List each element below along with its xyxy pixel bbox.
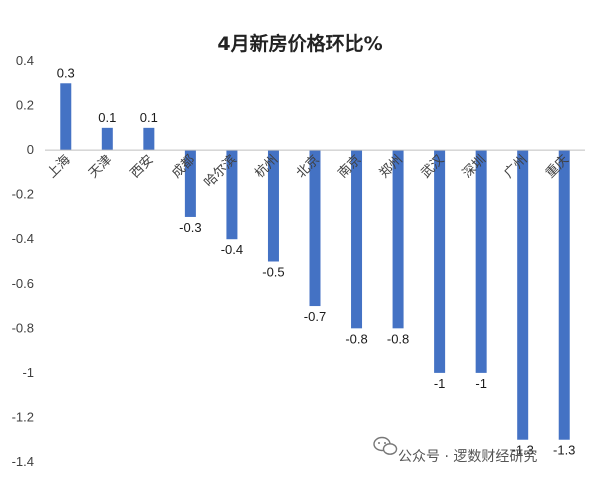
data-label: -0.8 <box>387 331 409 346</box>
y-tick-label: -0.6 <box>12 276 34 291</box>
bars <box>60 83 570 440</box>
x-category-label: 上海 <box>45 152 74 181</box>
bar <box>434 150 446 373</box>
y-tick-label: 0.2 <box>16 98 34 113</box>
bar <box>351 150 363 329</box>
data-label: -1 <box>434 376 446 391</box>
bar <box>558 150 570 440</box>
y-tick-label: -0.8 <box>12 320 34 335</box>
y-axis-ticks: 0.4 0.2 0 -0.2 -0.4 -0.6 -0.8 -1 -1.2 -1.4 <box>12 53 34 469</box>
data-label: -0.8 <box>345 331 367 346</box>
bar <box>60 83 72 151</box>
bar <box>309 150 321 307</box>
data-label: 0.1 <box>140 110 158 125</box>
y-tick-label: -1.2 <box>12 409 34 424</box>
bar <box>392 150 404 329</box>
data-label: -0.5 <box>262 265 284 280</box>
data-label: -1 <box>475 376 487 391</box>
y-tick-label: -1.4 <box>12 454 34 469</box>
data-label: -0.4 <box>221 242 243 257</box>
data-labels: 0.3 0.1 0.1 -0.3 -0.4 -0.5 -0.7 -0.8 -0.8 -1 -1 -1.… <box>57 65 576 457</box>
data-label: -0.7 <box>304 309 326 324</box>
x-category-label: 西安 <box>128 152 157 181</box>
watermark-text: 公众号 · 逻数财经研究 <box>398 449 537 465</box>
bar <box>184 150 196 217</box>
bar <box>226 150 238 240</box>
x-axis-categories: 上海 天津 西安 成都 哈尔滨 杭州 北京 南京 郑州 武汉 深圳 广州 重庆 <box>45 152 572 191</box>
y-tick-label: -0.2 <box>12 187 34 202</box>
data-label: 0.3 <box>57 65 75 80</box>
data-label: -1.3 <box>553 443 575 458</box>
data-label: 0.1 <box>98 110 116 125</box>
wechat-icon <box>373 436 398 455</box>
x-category-label: 天津 <box>86 152 115 181</box>
data-label: -0.3 <box>179 220 201 235</box>
y-tick-label: -1 <box>22 365 34 380</box>
y-tick-label: -0.4 <box>12 231 34 246</box>
y-tick-label: 0 <box>27 142 34 157</box>
bar <box>101 127 113 151</box>
chart-title: 4月新房价格环比% <box>217 32 382 55</box>
bar <box>475 150 487 373</box>
y-tick-label: 0.4 <box>16 53 34 68</box>
data-label: -1.3 <box>511 443 533 458</box>
bar <box>517 150 529 440</box>
bar <box>267 150 279 262</box>
bar <box>143 127 155 151</box>
watermark: 公众号 · 逻数财经研究 <box>373 436 537 465</box>
